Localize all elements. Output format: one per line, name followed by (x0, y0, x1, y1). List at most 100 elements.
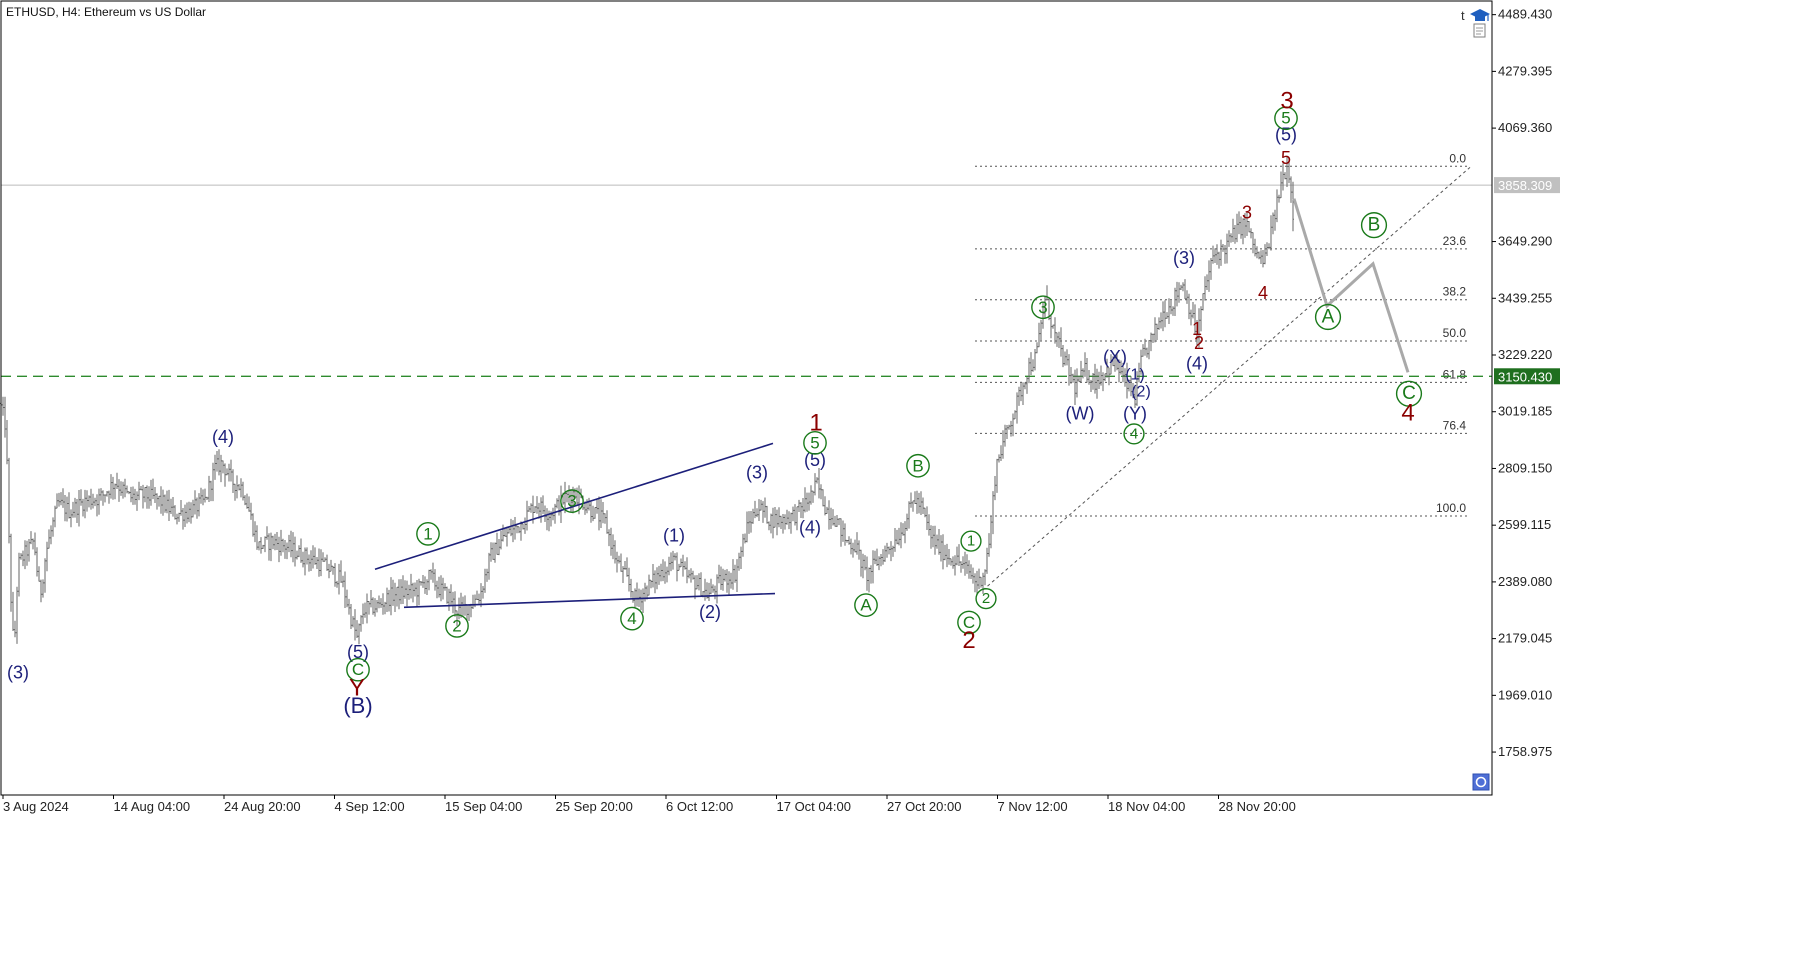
wave-label: (5) (804, 450, 826, 470)
current-price-tag: 3858.309 (1498, 178, 1552, 193)
wave-label-text: (1) (663, 525, 685, 545)
y-tick-label: 3439.255 (1498, 290, 1552, 305)
x-tick-label: 24 Aug 20:00 (224, 799, 301, 814)
wave-label-text: 3 (1280, 88, 1293, 115)
wave-circle (1031, 295, 1055, 320)
wave-label-text: 3 (567, 492, 576, 511)
wave-label: C (1395, 380, 1423, 407)
fib-level-label: 76.4 (1443, 418, 1467, 432)
wave-label-text: (2) (699, 602, 721, 622)
y-tick-label: 2599.115 (1498, 517, 1551, 532)
support-level-tag: 3150.430 (1498, 369, 1552, 384)
wave-label-text: 1 (423, 524, 432, 543)
x-tick-label: 14 Aug 04:00 (114, 799, 191, 814)
wave-label: (4) (1186, 353, 1208, 373)
wave-label: 1 (809, 409, 822, 436)
wave-label: (2) (699, 602, 721, 622)
wave-label-text: (3) (7, 663, 29, 683)
object-list-icon[interactable] (1472, 773, 1490, 791)
wave-label-text: (1) (1125, 366, 1145, 383)
wave-circle (854, 593, 878, 618)
wave-label-text: B (912, 456, 923, 475)
wave-circle (1314, 303, 1342, 331)
wave-label: C (346, 657, 370, 682)
y-tick-label: 1758.975 (1498, 744, 1552, 759)
fib-level-label: 38.2 (1443, 285, 1467, 299)
wave-label: (W) (1066, 403, 1095, 423)
wave-label-text: 3 (1038, 298, 1047, 317)
graduation-cap-icon[interactable] (1470, 9, 1490, 21)
wave-label: (4) (799, 517, 821, 537)
wave-label: (5) (347, 642, 369, 662)
x-tick-label: 17 Oct 04:00 (777, 799, 851, 814)
wave-label-text: (2) (1131, 383, 1151, 400)
wave-label: (4) (212, 427, 234, 447)
wave-circle (960, 530, 982, 552)
wave-label-text: 2 (1194, 333, 1204, 353)
wave-label-text: Y (349, 675, 365, 702)
wave-label-text: (3) (1173, 248, 1195, 268)
wave-label-text: C (352, 660, 364, 679)
wave-label: (X) (1103, 347, 1127, 367)
wave-label-text: C (963, 613, 975, 632)
y-tick-label: 2179.045 (1498, 631, 1552, 646)
wave-label: 3 (1280, 88, 1293, 115)
wave-label: B (1360, 212, 1388, 239)
wave-label-text: (X) (1103, 347, 1127, 367)
wave-label-text: 5 (1281, 109, 1290, 128)
wave-label-text: 2 (982, 590, 990, 607)
wave-label: 4 (1401, 399, 1414, 426)
fib-level-label: 50.0 (1443, 326, 1467, 340)
wave-label-text: 4 (1258, 283, 1268, 303)
wave-circle (445, 614, 469, 638)
wave-label-text: B (1368, 215, 1381, 236)
wave-label-text: 3 (1242, 203, 1252, 223)
wave-projection-path (1292, 198, 1410, 373)
wave-label: 2 (445, 614, 469, 638)
y-tick-label: 4279.395 (1498, 63, 1552, 78)
wave-label: (B) (343, 693, 372, 718)
y-tick-label: 3229.220 (1498, 347, 1552, 362)
support-level-tag-box (1494, 368, 1560, 385)
wave-label: (5) (1275, 124, 1297, 144)
plot-frame (0, 0, 1493, 796)
fib-level-label: 23.6 (1443, 234, 1467, 248)
triangle-upper-line (374, 442, 774, 570)
document-icon[interactable] (1473, 23, 1486, 38)
wave-label: (2) (1131, 383, 1151, 400)
wave-label-text: (5) (347, 642, 369, 662)
wave-label: (1) (663, 525, 685, 545)
wave-label: 5 (1274, 106, 1298, 131)
x-tick-label: 25 Sep 20:00 (556, 799, 633, 814)
wave-label-text: (5) (804, 450, 826, 470)
wave-label-text: (4) (1186, 353, 1208, 373)
wave-label-text: (3) (746, 462, 768, 482)
wave-label: 2 (962, 627, 975, 654)
wave-label-text: 1 (809, 409, 822, 436)
x-tick-label: 15 Sep 04:00 (445, 799, 522, 814)
wave-label-text: A (1322, 306, 1335, 327)
wave-circle (906, 453, 930, 478)
x-tick-label: 27 Oct 20:00 (887, 799, 961, 814)
wave-label: (Y) (1123, 403, 1147, 423)
wave-label: 1 (416, 521, 440, 546)
wave-circle (1123, 423, 1145, 445)
x-tick-label: 3 Aug 2024 (3, 799, 69, 814)
symbol-title: ETHUSD, H4: Ethereum vs US Dollar (6, 5, 206, 19)
wave-label: (3) (7, 663, 29, 683)
wave-label: 4 (1123, 423, 1145, 445)
wave-label-text: 4 (1130, 425, 1138, 442)
wave-label: 3 (1242, 203, 1252, 223)
wave-label: A (854, 593, 878, 618)
wave-label-text: (B) (343, 693, 372, 718)
wave-circle (1360, 212, 1388, 239)
wave-label: (3) (746, 462, 768, 482)
y-tick-label: 3649.290 (1498, 234, 1552, 249)
wave-label: 3 (560, 489, 584, 514)
wave-label-text: 2 (962, 627, 975, 654)
wave-label: 4 (620, 606, 644, 631)
wave-circle (346, 657, 370, 682)
